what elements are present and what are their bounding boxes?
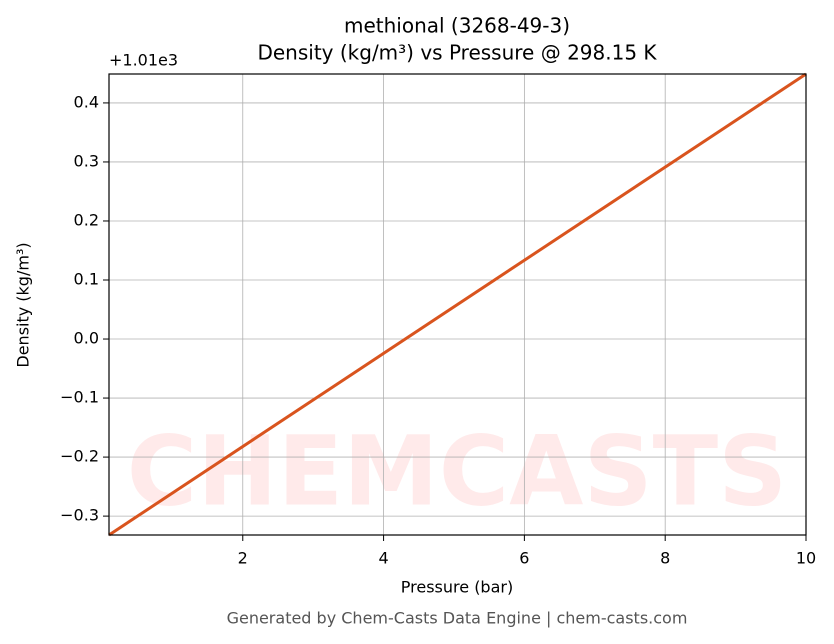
data-line [108,72,807,537]
y-offset-label: +1.01e3 [109,51,178,70]
footer: Generated by Chem-Casts Data Engine | ch… [227,609,688,628]
x-tick-label: 8 [660,549,670,568]
plot-frame [108,73,807,536]
chart-subtitle: Density (kg/m³) vs Pressure @ 298.15 K [257,41,657,65]
y-tick-label: 0.2 [74,210,99,229]
x-tick-label: 6 [519,549,529,568]
y-tick-label: −0.2 [60,447,99,466]
chart-title: methional (3268-49-3) [344,14,570,38]
watermark: CHEMCASTS [127,415,787,527]
y-tick-label: 0.0 [74,329,99,348]
y-tick-label: −0.3 [60,506,99,525]
x-tick-label: 4 [378,549,388,568]
y-axis-label: Density (kg/m³) [14,242,33,367]
y-tick-label: −0.1 [60,388,99,407]
y-tick-label: 0.1 [74,270,99,289]
x-axis-label: Pressure (bar) [401,578,513,597]
y-tick-label: 0.4 [74,92,99,111]
y-tick-label: 0.3 [74,151,99,170]
x-tick-label: 2 [238,549,248,568]
x-tick-label: 10 [796,549,816,568]
